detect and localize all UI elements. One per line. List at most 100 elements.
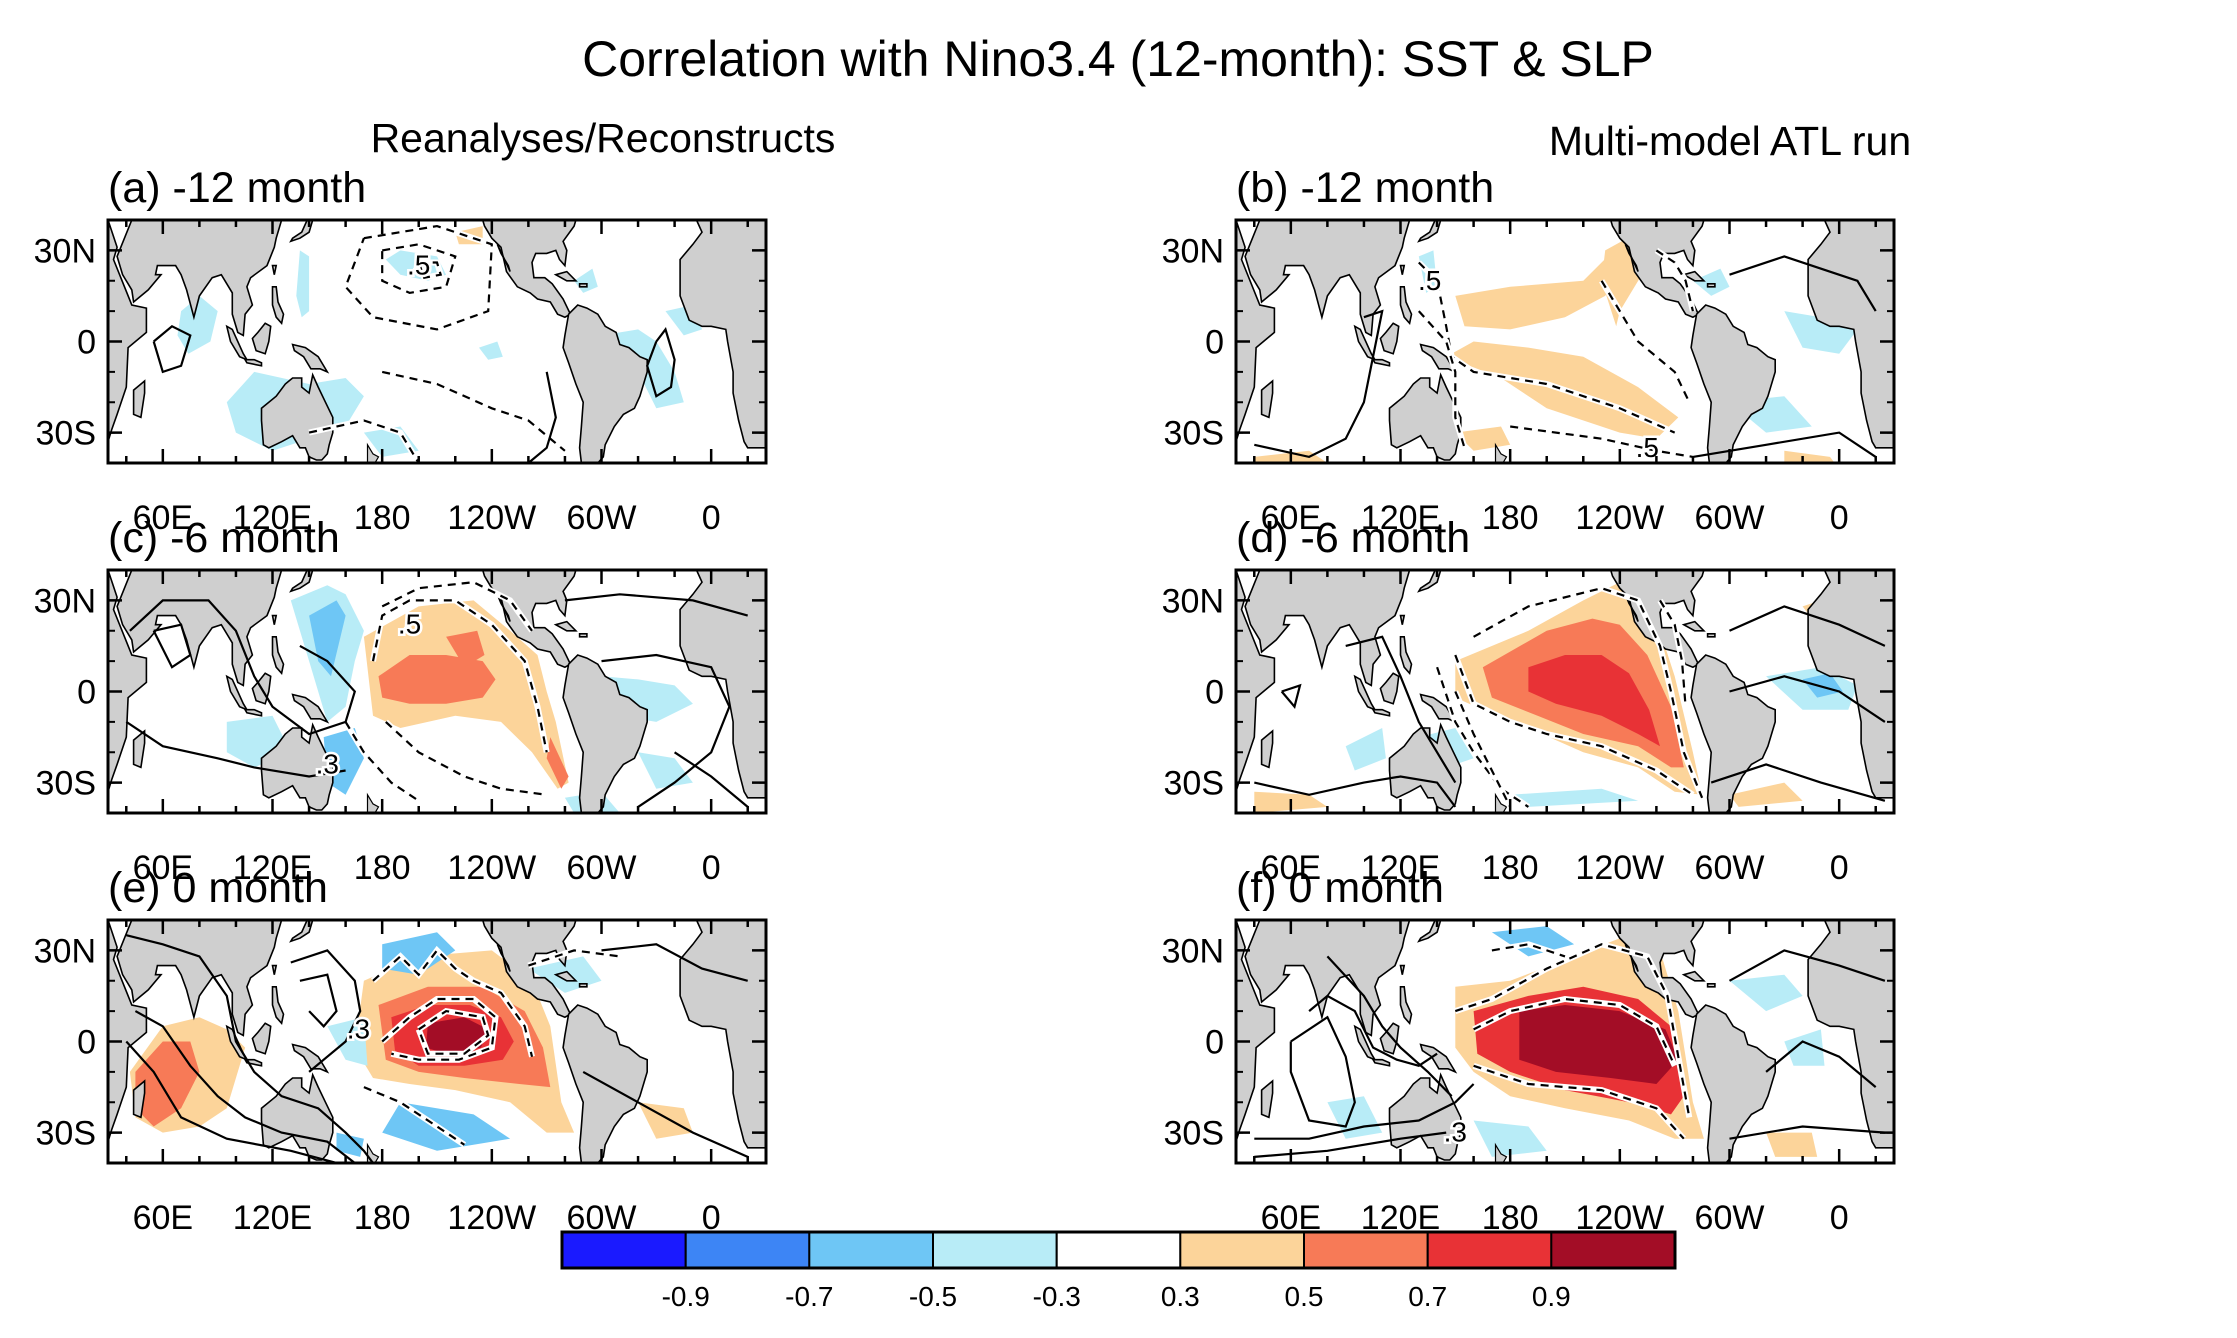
colorbar-swatch bbox=[1179, 1231, 1306, 1269]
colorbar-tick-label: -0.7 bbox=[785, 1281, 833, 1312]
slp-contour-positive bbox=[1254, 775, 1457, 808]
correlation-shading bbox=[309, 600, 346, 677]
land-namerica bbox=[1609, 920, 1705, 1019]
slp-contour-negative bbox=[308, 419, 420, 463]
lon-tick-label: 60W bbox=[1695, 499, 1765, 537]
colorbar-swatch bbox=[561, 1231, 687, 1269]
slp-contour-negative bbox=[1473, 1064, 1685, 1140]
slp-contour-positive bbox=[1729, 675, 1886, 723]
lat-tick-label: 30S bbox=[36, 1115, 97, 1153]
slp-contour-positive bbox=[1280, 683, 1302, 710]
slp-contour-negative bbox=[1491, 943, 1566, 958]
slp-contour-negative bbox=[372, 948, 534, 1057]
correlation-shading bbox=[1345, 728, 1386, 771]
land-australia bbox=[260, 372, 334, 461]
land-cuba bbox=[1681, 620, 1706, 632]
land-hispaniola bbox=[1706, 983, 1716, 988]
land-namerica bbox=[481, 220, 577, 319]
slp-contour-positive bbox=[564, 593, 748, 617]
land-philippines bbox=[271, 636, 285, 676]
land-philippines bbox=[1399, 636, 1413, 676]
slp-contour-halo bbox=[1434, 666, 1531, 810]
map-panel-b: .5.5 30N 0 30S 60E 120E 180 120W 60W 0 (b) -12 mon… bbox=[1162, 164, 1896, 537]
slp-contour-positive bbox=[1729, 605, 1886, 647]
correlation-shading bbox=[638, 1102, 693, 1139]
figure-title: Correlation with Nino3.4 (12-month): SST… bbox=[582, 31, 1654, 87]
land-java bbox=[243, 1058, 263, 1067]
land-africa-west bbox=[679, 220, 766, 449]
land-hispaniola bbox=[578, 283, 588, 288]
lon-tick-label: 60E bbox=[1261, 849, 1322, 887]
land-samerica bbox=[1690, 1004, 1776, 1163]
land-taiwan bbox=[271, 264, 278, 275]
lat-tick-label: 30N bbox=[1162, 932, 1224, 970]
colorbar-tick-label: 0.7 bbox=[1408, 1281, 1447, 1312]
land-java bbox=[243, 708, 263, 717]
slp-contour-positive bbox=[1289, 1015, 1356, 1128]
land-arabia-india bbox=[116, 920, 283, 1037]
correlation-shading bbox=[1784, 311, 1858, 354]
lat-tick-label: 30N bbox=[1162, 232, 1224, 270]
land-philippines bbox=[1399, 986, 1413, 1026]
lon-tick-label: 60E bbox=[133, 499, 194, 537]
correlation-shading bbox=[1473, 1120, 1547, 1157]
slp-contour-positive bbox=[601, 943, 748, 982]
column-title-left: Reanalyses/Reconstructs bbox=[371, 115, 836, 161]
slp-contour-positive bbox=[299, 973, 338, 1028]
colorbar-swatch bbox=[684, 1231, 811, 1269]
colorbar-swatch bbox=[1055, 1231, 1182, 1269]
slp-contour-negative bbox=[1473, 997, 1676, 1067]
lon-tick-label: 120E bbox=[1361, 499, 1440, 537]
land-africa-west bbox=[679, 570, 766, 799]
land-newguinea bbox=[291, 693, 330, 724]
land-namerica bbox=[481, 570, 577, 669]
map-panel-d: 30N 0 30S 60E 120E 180 120W 60W 0 (d) -6 month bbox=[1162, 514, 1896, 887]
slp-contour-positive bbox=[582, 1070, 749, 1158]
slp-contour-negative bbox=[381, 243, 457, 295]
slp-contour-negative bbox=[1417, 310, 1466, 449]
lon-tick-label: 60W bbox=[1695, 1199, 1765, 1237]
correlation-shading bbox=[327, 1017, 368, 1066]
land-java bbox=[243, 358, 263, 367]
panel-label: (c) -6 month bbox=[108, 514, 340, 562]
correlation-shading bbox=[378, 655, 496, 704]
land-baja bbox=[1624, 593, 1639, 622]
correlation-shading bbox=[177, 295, 218, 354]
slp-contour-negative bbox=[381, 997, 497, 1061]
slp-contour-positive bbox=[125, 720, 346, 778]
lon-tick-label: 180 bbox=[1482, 499, 1539, 537]
colorbar-swatch bbox=[932, 1231, 1058, 1269]
slp-contour-negative bbox=[381, 370, 566, 452]
land-japan bbox=[1417, 570, 1442, 593]
land-philippines bbox=[271, 986, 285, 1026]
lat-tick-label: 30S bbox=[1164, 415, 1225, 453]
land-hispaniola bbox=[1706, 633, 1716, 638]
contour-label: .5 bbox=[407, 250, 430, 281]
colorbar-swatch bbox=[1426, 1231, 1553, 1269]
land-java bbox=[1371, 358, 1391, 367]
lon-tick-label: 180 bbox=[354, 1199, 411, 1237]
land-newzealand bbox=[1494, 792, 1508, 813]
slp-contour-positive bbox=[1765, 1040, 1877, 1088]
land-borneo bbox=[1379, 322, 1400, 355]
correlation-shading bbox=[1802, 673, 1843, 698]
land-cuba bbox=[553, 970, 578, 982]
land-baja bbox=[1624, 243, 1639, 272]
slp-contour-positive bbox=[152, 623, 192, 669]
land-hispaniola bbox=[1706, 283, 1716, 288]
land-cuba bbox=[553, 620, 578, 632]
land-newzealand bbox=[366, 792, 380, 813]
contour-label: .5 bbox=[398, 609, 421, 640]
slp-contour-positive bbox=[1345, 635, 1457, 784]
land-madagascar bbox=[1260, 729, 1274, 769]
lon-tick-label: 0 bbox=[702, 1199, 721, 1237]
land-japan bbox=[1417, 220, 1442, 243]
contour-label: .3 bbox=[1444, 1117, 1467, 1148]
land-samerica bbox=[1690, 304, 1776, 463]
correlation-shading bbox=[336, 1132, 364, 1157]
colorbar-tick-label: 0.3 bbox=[1161, 1281, 1200, 1312]
slp-contour-positive bbox=[1729, 255, 1877, 312]
land-taiwan bbox=[1399, 264, 1406, 275]
correlation-shading bbox=[296, 250, 310, 318]
